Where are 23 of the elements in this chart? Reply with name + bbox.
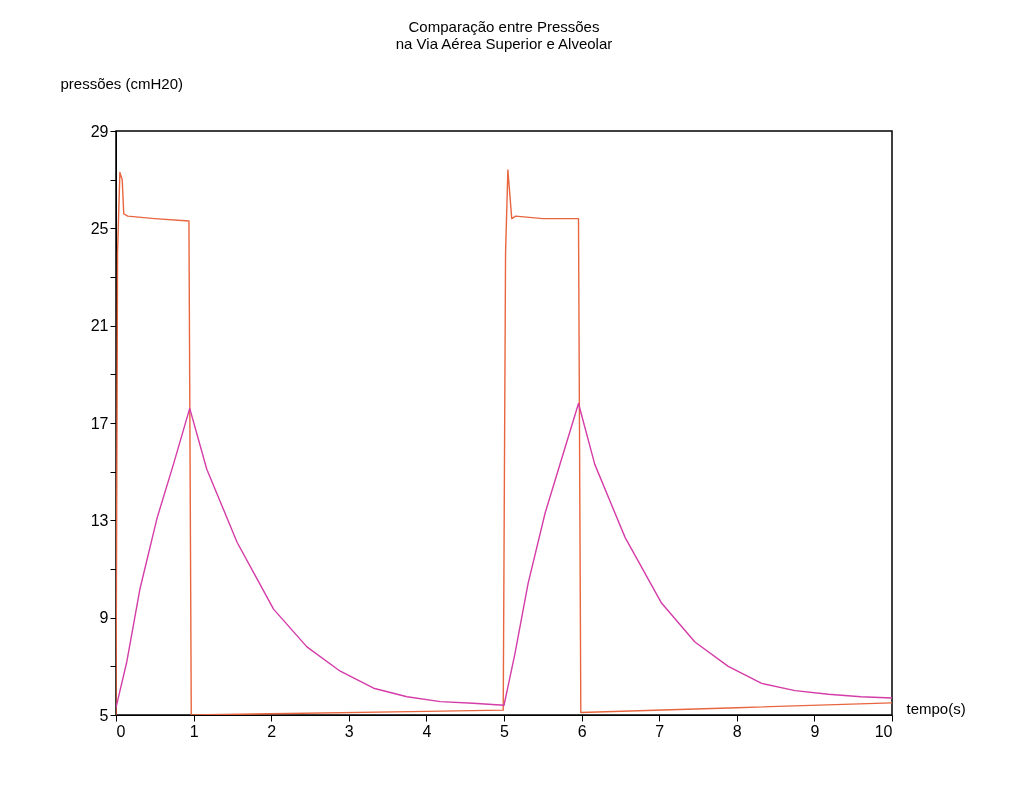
y-tick-label: 13 [90,511,109,529]
y-tick-label: 25 [90,219,109,237]
y-tick-label: 9 [99,609,109,627]
x-tick-label: 4 [422,722,432,740]
x-tick-label: 2 [267,722,277,740]
x-tick-label: 9 [810,722,820,740]
text: na Via Aérea Superior e Alveolar [395,35,613,52]
x-tick-label: 5 [500,722,510,740]
x-tick-label: 7 [655,722,665,740]
y-axis-title: pressões (cmH20) [60,74,184,92]
x-tick-label: 10 [874,722,893,740]
x-tick-label: 0 [116,722,126,740]
x-tick-label: 8 [732,722,742,740]
y-tick-label: 21 [90,317,109,335]
x-axis-title: tempo(s) [906,699,966,717]
text: Comparação entre Pressões [408,18,600,35]
y-tick-label: 17 [90,414,109,432]
line-series [116,402,892,709]
x-tick-label: 6 [577,722,587,740]
y-tick-label: 5 [99,706,109,724]
x-tick-label: 1 [189,722,199,740]
y-tick-label: 29 [90,122,109,140]
x-tick-label: 3 [344,722,354,740]
